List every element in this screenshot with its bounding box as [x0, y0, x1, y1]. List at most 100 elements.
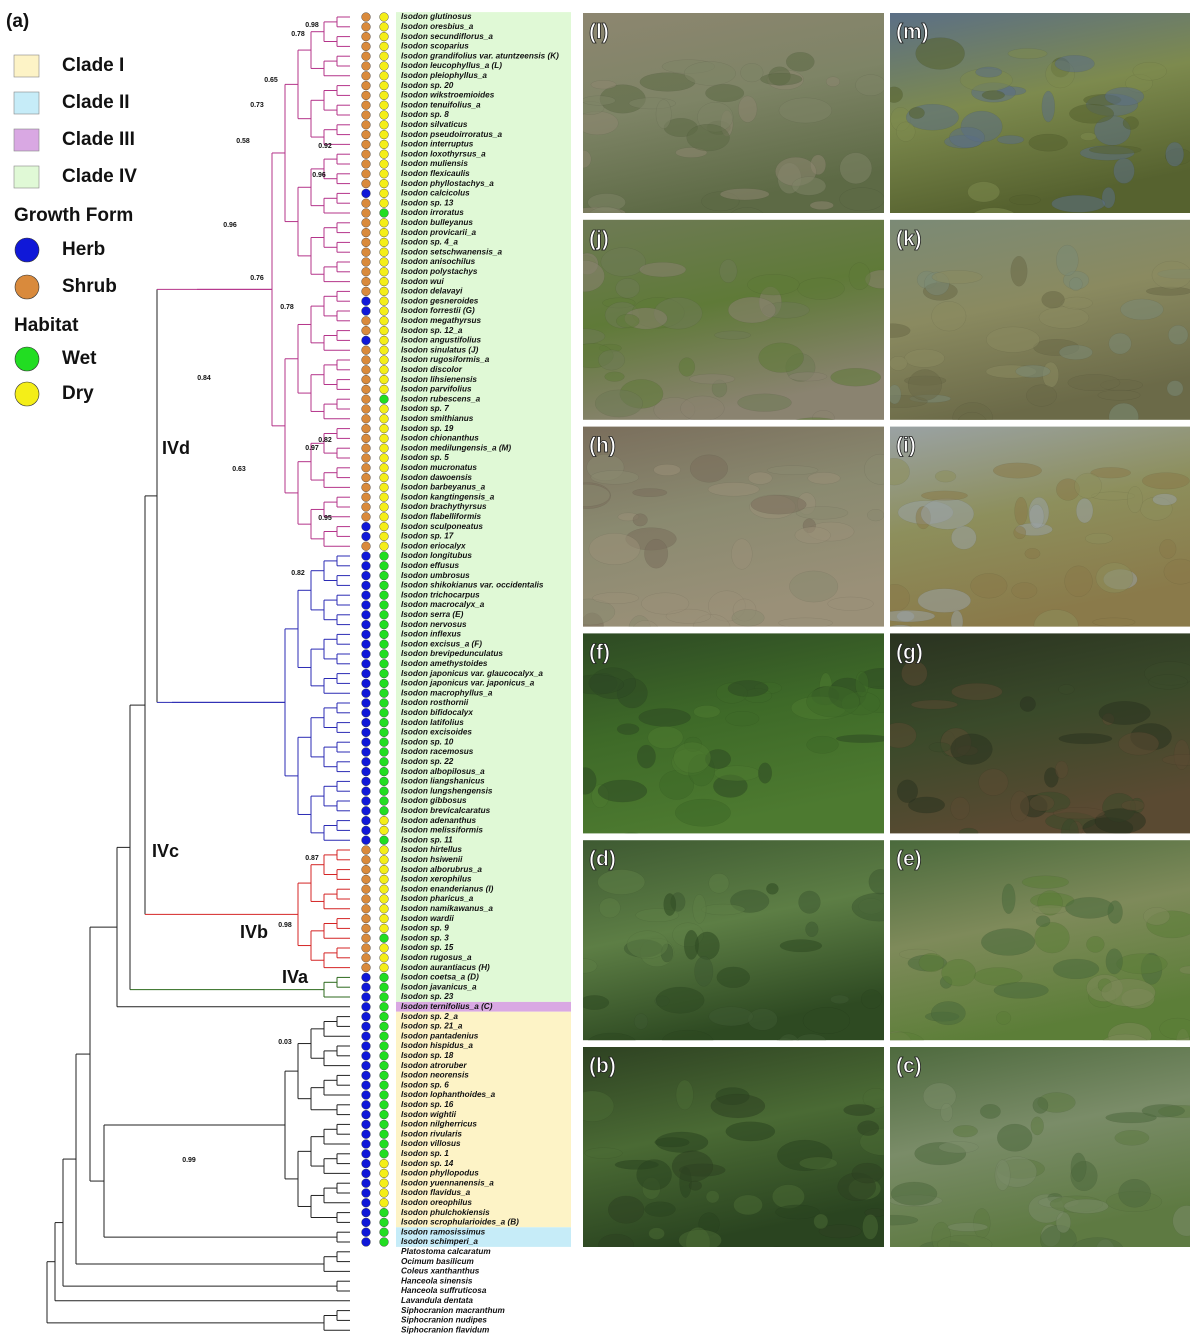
taxon-name: Isodon megathyrsus [401, 316, 482, 325]
taxon-name: Isodon sp. 19 [401, 424, 454, 433]
taxon-name: Isodon namikawanus_a [401, 904, 493, 913]
growth-form-dot [361, 786, 371, 796]
legend-label: Clade IV [62, 166, 137, 187]
habitat-dot [379, 1060, 389, 1071]
photo-blob [1122, 116, 1139, 130]
taxon-name: Isodon gesneroides [401, 296, 479, 305]
growth-form-dot [361, 590, 371, 600]
photo-blob [788, 371, 828, 382]
photo-label: (h) [589, 434, 616, 457]
photo-blob [598, 349, 625, 371]
support-value: 0.65 [264, 77, 278, 84]
habitat-dot [379, 786, 389, 796]
growth-form-dot [361, 1031, 371, 1041]
photo-blob [1120, 298, 1164, 321]
photo-blob [938, 1141, 979, 1154]
habitat-dot [379, 41, 389, 52]
photo-blob [1113, 157, 1135, 184]
habitat-dot [379, 1080, 389, 1090]
photo-texture [583, 247, 884, 420]
photo-blob [1179, 965, 1190, 975]
habitat-dot [379, 61, 389, 71]
growth-form-dot [361, 1217, 371, 1228]
photo-texture [583, 1079, 884, 1247]
taxon-name: Isodon sp. 18 [401, 1051, 454, 1060]
photo-blob [705, 1190, 720, 1204]
legend-label: Dry [62, 383, 94, 404]
photo-blob [997, 135, 1025, 145]
photo-blob [725, 711, 760, 727]
photo-blob [740, 63, 764, 83]
photo-blob [633, 620, 658, 627]
photo-blob [890, 384, 902, 405]
photo-blob [1058, 684, 1075, 695]
photo-blob [632, 488, 668, 498]
photo-blob [797, 277, 845, 300]
photo [583, 13, 884, 213]
growth-form-dot [361, 1178, 371, 1188]
growth-form-dot [361, 443, 371, 453]
taxon-name: Isodon rugosiformis_a [401, 355, 490, 364]
taxon-name: Isodon excisoides [401, 728, 472, 737]
photo-blob [921, 490, 968, 501]
photo-blob [1141, 472, 1190, 490]
habitat-dot [379, 639, 389, 649]
photo-blob [730, 207, 764, 213]
photo-texture [890, 1082, 1190, 1247]
habitat-dot [379, 22, 389, 32]
photo-blob [671, 1150, 714, 1182]
photo-blob [683, 929, 699, 960]
habitat-dot [379, 1207, 389, 1218]
taxon-name: Isodon effusus [401, 561, 460, 570]
photo-blob [857, 1120, 880, 1136]
photo-blob [683, 61, 736, 86]
photo-blob [1143, 907, 1171, 926]
photo-blob [1105, 1112, 1157, 1124]
habitat-dot [379, 551, 389, 561]
growth-form-dot [361, 1060, 371, 1071]
growth-form-dot [361, 521, 371, 532]
clade-label: IVd [162, 438, 190, 458]
habitat-dot [379, 610, 389, 620]
taxon-name: Isodon sp. 12_a [401, 326, 463, 335]
taxon-name: Isodon rubescens_a [401, 394, 481, 403]
photo-texture [890, 457, 1190, 627]
photo-blob [778, 617, 833, 627]
taxon-name: Isodon sp. 13 [401, 198, 454, 207]
growth-form-dot [361, 982, 371, 992]
photo-blob [795, 417, 835, 420]
photo-blob [799, 1156, 838, 1170]
photo-blob [773, 1246, 781, 1247]
habitat-dot [379, 982, 389, 992]
habitat-dot [379, 521, 389, 532]
photo-label: (m) [896, 21, 929, 44]
taxon-name: Isodon loxothyrsus_a [401, 149, 486, 158]
photo-blob [1090, 467, 1131, 479]
photo-blob [1105, 948, 1123, 975]
taxon-name: Isodon serra (E) [401, 610, 464, 619]
growth-form-dot [361, 904, 371, 914]
growth-form-dot [361, 267, 371, 277]
photo-blob [1114, 1129, 1150, 1146]
photo-blob [707, 482, 760, 497]
taxon-name: Isodon bulleyanus [401, 218, 473, 227]
photo-blob [951, 525, 977, 550]
photo-blob [1159, 1017, 1190, 1040]
photo-blob [716, 966, 751, 988]
photo-label: (l) [589, 21, 609, 44]
growth-form-dot [361, 502, 371, 512]
photo-blob [1030, 1116, 1044, 1136]
growth-form-dot [361, 384, 371, 395]
taxon-name: Isodon oreophilus [401, 1198, 472, 1207]
photo-blob [626, 930, 669, 960]
photo-blob [918, 953, 945, 973]
photo-blob [766, 465, 819, 476]
taxon-name: Isodon sp. 5 [401, 453, 449, 462]
photo-blob [1043, 767, 1059, 788]
photo-blob [928, 742, 952, 753]
photo-blob [655, 986, 705, 1014]
photo-blob [583, 483, 611, 507]
photo-blob [1072, 1237, 1124, 1247]
taxon-name: Isodon yuennanensis_a [401, 1178, 494, 1187]
habitat-dot [379, 1041, 389, 1051]
